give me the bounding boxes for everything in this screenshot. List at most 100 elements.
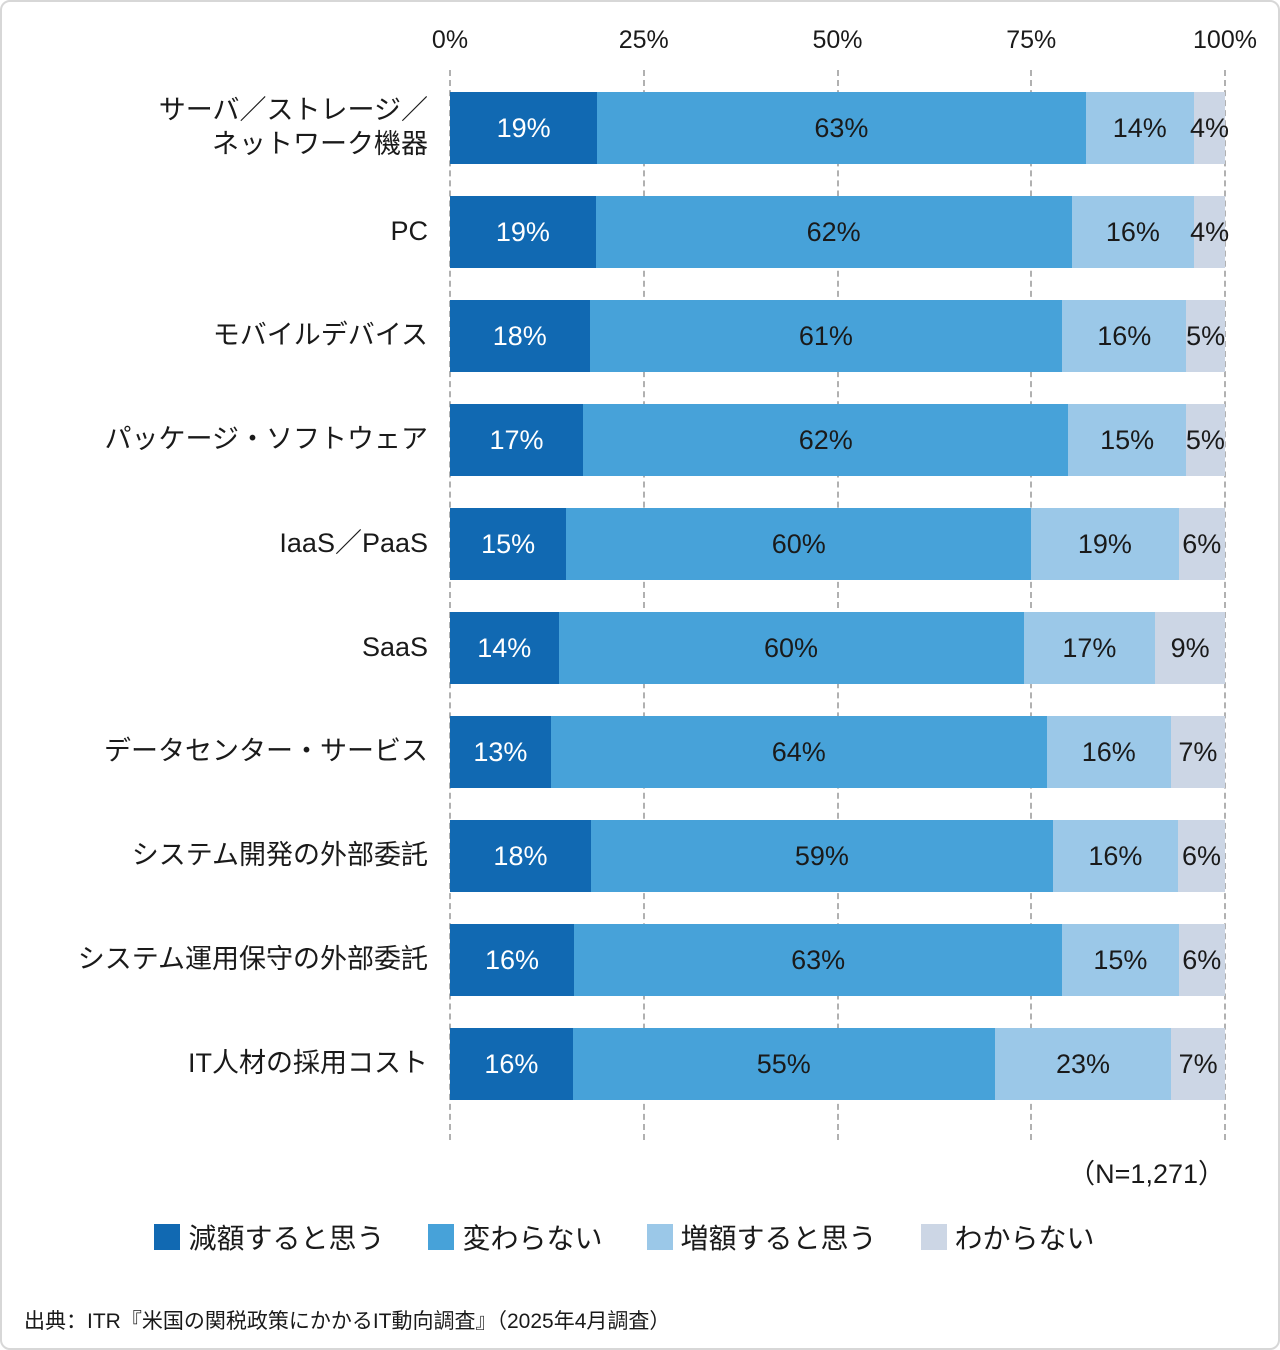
bar-segment: 13% xyxy=(450,716,551,788)
chart-row: IT人材の採用コスト 16% 55% 23% 7% xyxy=(24,1012,1225,1116)
bar-segment: 18% xyxy=(450,300,590,372)
category-label: データセンター・サービス xyxy=(104,736,428,767)
bar-segment: 4% xyxy=(1190,196,1229,268)
legend-swatch-icon xyxy=(646,1224,673,1250)
category-label: サーバ／ストレージ／ ネットワーク機器 xyxy=(158,95,428,159)
bar-track: 18% 59% 16% 6% xyxy=(450,820,1225,892)
bar-segment: 62% xyxy=(595,196,1072,268)
category-label: パッケージ・ソフトウェア xyxy=(104,424,428,455)
bar-track: 13% 64% 16% 7% xyxy=(450,716,1225,788)
chart-body: サーバ／ストレージ／ ネットワーク機器 19% 63% 14% 4% PC 19% 62% 16… xyxy=(24,70,1229,1140)
bar-segment: 19% xyxy=(450,196,596,268)
gridline xyxy=(1030,70,1033,1140)
legend-swatch-icon xyxy=(154,1224,181,1250)
chart-rows: サーバ／ストレージ／ ネットワーク機器 19% 63% 14% 4% PC 19% 62% 16… xyxy=(24,76,1229,1116)
x-axis-tick: 75% xyxy=(1006,26,1057,54)
bar-segment: 59% xyxy=(590,820,1053,892)
bar-segment: 15% xyxy=(1062,924,1179,996)
bar-segment: 9% xyxy=(1155,612,1225,684)
legend-item: 変わらない xyxy=(428,1217,603,1257)
bar-segment: 17% xyxy=(1023,612,1156,684)
gridline xyxy=(449,70,451,1140)
gridline xyxy=(642,70,645,1140)
legend-label: 減額すると思う xyxy=(188,1223,385,1254)
chart-row: SaaS 14% 60% 17% 9% xyxy=(24,596,1225,700)
chart-row: PC 19% 62% 16% 4% xyxy=(24,180,1229,284)
category-label: システム運用保守の外部委託 xyxy=(77,944,428,975)
bar-segment: 5% xyxy=(1185,404,1225,476)
legend-label: 増額すると思う xyxy=(680,1223,877,1254)
chart-row: パッケージ・ソフトウェア 17% 62% 15% 5% xyxy=(24,388,1225,492)
bar-segment: 16% xyxy=(450,924,574,996)
legend-swatch-icon xyxy=(920,1224,947,1250)
bar-segment: 18% xyxy=(450,820,591,892)
chart-row: システム運用保守の外部委託 16% 63% 15% 6% xyxy=(24,908,1225,1012)
bar-segment: 6% xyxy=(1178,508,1225,580)
bar-segment: 5% xyxy=(1186,300,1225,372)
bar-segment: 19% xyxy=(1031,508,1179,580)
bar-segment: 60% xyxy=(558,612,1024,684)
x-axis-tick: 0% xyxy=(431,26,469,54)
bar-track: 19% 63% 14% 4% xyxy=(450,92,1229,164)
legend-item: 増額すると思う xyxy=(646,1217,877,1257)
chart-row: モバイルデバイス 18% 61% 16% 5% xyxy=(24,284,1225,388)
bar-segment: 4% xyxy=(1190,92,1229,164)
legend-label: わからない xyxy=(954,1223,1095,1254)
chart-row: IaaS／PaaS 15% 60% 19% 6% xyxy=(24,492,1225,596)
bar-segment: 7% xyxy=(1170,716,1225,788)
bar-track: 19% 62% 16% 4% xyxy=(450,196,1229,268)
bar-segment: 16% xyxy=(1062,300,1187,372)
bar-segment: 17% xyxy=(450,404,584,476)
category-label: IT人材の採用コスト xyxy=(188,1048,428,1079)
category-label: モバイルデバイス xyxy=(212,320,428,351)
x-axis: 0% 25% 50% 75% 100% xyxy=(432,18,1257,76)
bar-segment: 61% xyxy=(589,300,1063,372)
chart-row: システム開発の外部委託 18% 59% 16% 6% xyxy=(24,804,1225,908)
source-note: 出典：ITR『米国の関税政策にかかるIT動向調査』（2025年4月調査） xyxy=(24,1310,671,1333)
legend-label: 変わらない xyxy=(462,1223,603,1254)
bar-segment: 7% xyxy=(1171,1028,1225,1100)
chart-row: サーバ／ストレージ／ ネットワーク機器 19% 63% 14% 4% xyxy=(24,76,1229,180)
bar-segment: 23% xyxy=(994,1028,1172,1100)
bar-track: 14% 60% 17% 9% xyxy=(450,612,1225,684)
legend-swatch-icon xyxy=(428,1224,455,1250)
bar-segment: 55% xyxy=(572,1028,995,1100)
bar-segment: 60% xyxy=(566,508,1032,580)
gridlines xyxy=(449,70,1226,1140)
bar-segment: 63% xyxy=(597,92,1086,164)
bar-segment: 6% xyxy=(1178,924,1225,996)
x-axis-tick: 50% xyxy=(812,26,863,54)
legend-item: 減額すると思う xyxy=(154,1217,384,1257)
bar-segment: 19% xyxy=(450,92,598,164)
x-axis-row: 0% 25% 50% 75% 100% xyxy=(24,18,1257,76)
bar-segment: 16% xyxy=(450,1028,573,1100)
chart-row: データセンター・サービス 13% 64% 16% 7% xyxy=(24,700,1225,804)
category-label: SaaS xyxy=(361,632,428,663)
bar-track: 16% 63% 15% 6% xyxy=(450,924,1225,996)
sample-size-note: （N=1,271） xyxy=(1068,1159,1225,1189)
x-axis-tick: 100% xyxy=(1193,26,1257,54)
bar-segment: 16% xyxy=(1052,820,1179,892)
x-axis-tick: 25% xyxy=(618,26,669,54)
bar-track: 16% 55% 23% 7% xyxy=(450,1028,1225,1100)
category-label: IaaS／PaaS xyxy=(279,528,428,559)
bar-segment: 64% xyxy=(550,716,1047,788)
bar-segment: 15% xyxy=(450,508,567,580)
bar-segment: 14% xyxy=(1085,92,1194,164)
axis-spacer xyxy=(24,18,450,76)
bar-segment: 14% xyxy=(450,612,559,684)
bar-track: 17% 62% 15% 5% xyxy=(450,404,1225,476)
legend-item: わからない xyxy=(920,1217,1095,1257)
bar-segment: 16% xyxy=(1071,196,1195,268)
gridline xyxy=(836,70,839,1140)
bar-segment: 15% xyxy=(1068,404,1186,476)
bar-track: 18% 61% 16% 5% xyxy=(450,300,1225,372)
gridline xyxy=(1224,70,1226,1140)
category-label: システム開発の外部委託 xyxy=(131,840,428,871)
bar-segment: 63% xyxy=(574,924,1063,996)
bar-segment: 6% xyxy=(1178,820,1225,892)
bar-segment: 16% xyxy=(1046,716,1171,788)
category-label: PC xyxy=(390,216,428,247)
legend: 減額すると思う 変わらない 増額すると思う わからない xyxy=(24,1217,1225,1257)
